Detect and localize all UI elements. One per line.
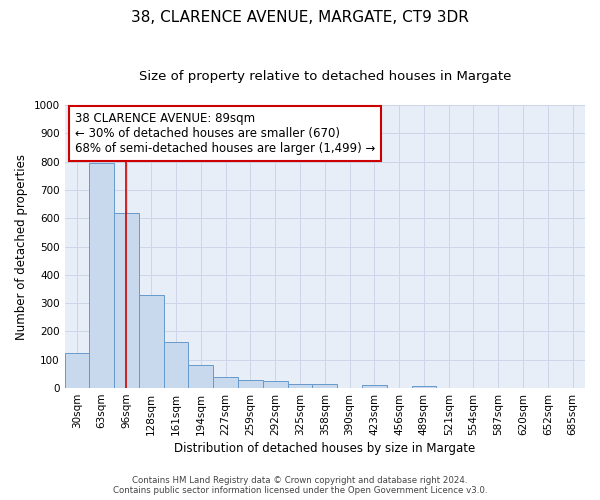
Bar — [238, 380, 263, 388]
Bar — [65, 352, 89, 388]
Title: Size of property relative to detached houses in Margate: Size of property relative to detached ho… — [139, 70, 511, 83]
Bar — [287, 384, 313, 388]
Bar — [313, 384, 337, 388]
Text: Contains HM Land Registry data © Crown copyright and database right 2024.
Contai: Contains HM Land Registry data © Crown c… — [113, 476, 487, 495]
Bar — [188, 365, 213, 388]
Text: 38, CLARENCE AVENUE, MARGATE, CT9 3DR: 38, CLARENCE AVENUE, MARGATE, CT9 3DR — [131, 10, 469, 25]
Bar — [362, 385, 387, 388]
Y-axis label: Number of detached properties: Number of detached properties — [15, 154, 28, 340]
Bar — [114, 212, 139, 388]
Bar — [139, 295, 164, 388]
Bar — [263, 381, 287, 388]
Bar — [164, 342, 188, 388]
Bar — [89, 163, 114, 388]
Bar — [412, 386, 436, 388]
X-axis label: Distribution of detached houses by size in Margate: Distribution of detached houses by size … — [174, 442, 475, 455]
Bar — [213, 376, 238, 388]
Text: 38 CLARENCE AVENUE: 89sqm
← 30% of detached houses are smaller (670)
68% of semi: 38 CLARENCE AVENUE: 89sqm ← 30% of detac… — [75, 112, 376, 155]
